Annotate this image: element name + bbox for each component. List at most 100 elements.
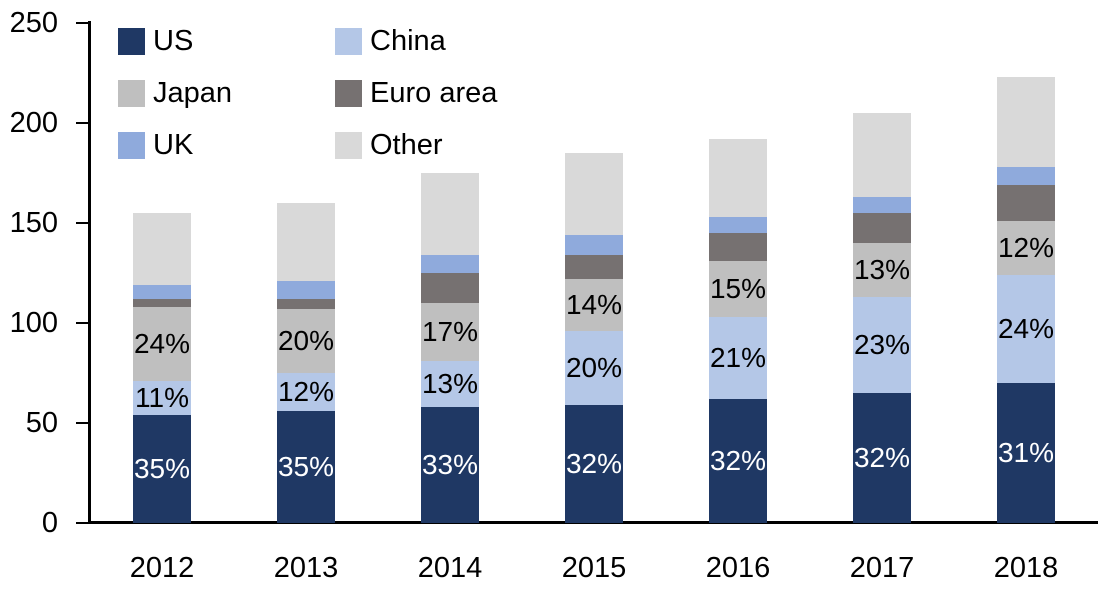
bar-segment-japan-2015 <box>565 279 623 331</box>
legend-label-china: China <box>370 25 446 57</box>
bar-segment-us-2014 <box>421 407 479 523</box>
bar-segment-other-2016 <box>709 139 767 217</box>
segment-label-china-2018: 24% <box>997 313 1055 344</box>
bar-segment-euro-area-2016 <box>709 233 767 261</box>
segment-label-us-2015: 32% <box>565 448 623 479</box>
x-axis-label-2017: 2017 <box>849 552 915 584</box>
bar-segment-other-2017 <box>853 113 911 197</box>
segment-label-japan-2013: 20% <box>277 325 335 356</box>
y-tick-mark <box>76 122 89 124</box>
bar-segment-uk-2012 <box>133 285 191 299</box>
legend-swatch-euro-area <box>335 79 362 107</box>
x-axis-label-2012: 2012 <box>129 552 195 584</box>
bar-segment-uk-2013 <box>277 281 335 299</box>
segment-label-us-2013: 35% <box>277 451 335 482</box>
y-tick-label: 0 <box>41 507 58 539</box>
segment-label-us-2014: 33% <box>421 449 479 480</box>
legend-item-uk: UK <box>118 128 193 162</box>
y-tick-label: 100 <box>9 307 58 339</box>
x-axis-label-2014: 2014 <box>417 552 483 584</box>
bar-segment-us-2016 <box>709 399 767 523</box>
bar-segment-uk-2018 <box>997 167 1055 185</box>
segment-label-china-2014: 13% <box>421 368 479 399</box>
y-tick-label: 250 <box>9 7 58 39</box>
bar-segment-china-2013 <box>277 373 335 411</box>
legend-swatch-other <box>335 131 362 159</box>
bar-segment-other-2013 <box>277 203 335 281</box>
bar-segment-other-2018 <box>997 77 1055 167</box>
bar-segment-other-2015 <box>565 153 623 235</box>
bar-segment-japan-2013 <box>277 309 335 373</box>
bar-segment-uk-2014 <box>421 255 479 273</box>
bar-segment-us-2013 <box>277 411 335 523</box>
legend-swatch-japan <box>118 79 145 107</box>
bar-segment-china-2018 <box>997 275 1055 383</box>
segment-label-japan-2016: 15% <box>709 273 767 304</box>
segment-label-us-2018: 31% <box>997 437 1055 468</box>
bar-segment-us-2018 <box>997 383 1055 523</box>
segment-label-china-2015: 20% <box>565 352 623 383</box>
legend-item-other: Other <box>335 128 443 162</box>
legend-label-uk: UK <box>153 129 194 161</box>
bar-segment-japan-2018 <box>997 221 1055 275</box>
bar-segment-japan-2012 <box>133 307 191 381</box>
y-tick-mark <box>76 322 89 324</box>
segment-label-us-2012: 35% <box>133 453 191 484</box>
bar-segment-uk-2016 <box>709 217 767 233</box>
bar-segment-china-2017 <box>853 297 911 393</box>
legend-swatch-us <box>118 27 145 55</box>
bar-segment-china-2012 <box>133 381 191 415</box>
bar-segment-other-2012 <box>133 213 191 285</box>
bar-segment-us-2015 <box>565 405 623 523</box>
bar-segment-uk-2015 <box>565 235 623 255</box>
y-tick-label: 150 <box>9 207 58 239</box>
bar-segment-euro-area-2018 <box>997 185 1055 221</box>
bar-segment-euro-area-2012 <box>133 299 191 307</box>
x-axis-label-2013: 2013 <box>273 552 339 584</box>
segment-label-japan-2015: 14% <box>565 289 623 320</box>
bar-segment-japan-2017 <box>853 243 911 297</box>
segment-label-china-2012: 11% <box>135 382 189 413</box>
bar-segment-china-2016 <box>709 317 767 399</box>
y-tick-label: 200 <box>9 107 58 139</box>
segment-label-china-2017: 23% <box>853 329 911 360</box>
legend-label-euro-area: Euro area <box>370 77 498 109</box>
segment-label-china-2016: 21% <box>709 342 767 373</box>
legend-item-china: China <box>335 24 446 58</box>
segment-label-japan-2012: 24% <box>133 328 191 359</box>
legend-label-other: Other <box>370 129 443 161</box>
y-tick-label: 50 <box>25 407 58 439</box>
y-axis-line <box>88 21 91 524</box>
x-axis-label-2015: 2015 <box>561 552 627 584</box>
segment-label-japan-2017: 13% <box>853 254 911 285</box>
legend-swatch-china <box>335 27 362 55</box>
bar-segment-uk-2017 <box>853 197 911 213</box>
bar-segment-euro-area-2017 <box>853 213 911 243</box>
bar-segment-euro-area-2015 <box>565 255 623 279</box>
bar-segment-china-2015 <box>565 331 623 405</box>
legend-item-us: US <box>118 24 193 58</box>
segment-label-us-2016: 32% <box>709 445 767 476</box>
segment-label-us-2017: 32% <box>853 442 911 473</box>
y-tick-mark <box>76 422 89 424</box>
bar-segment-japan-2014 <box>421 303 479 361</box>
legend-item-japan: Japan <box>118 76 232 110</box>
segment-label-china-2013: 12% <box>277 376 335 407</box>
legend-label-japan: Japan <box>153 77 233 109</box>
bar-segment-us-2012 <box>133 415 191 523</box>
bar-segment-china-2014 <box>421 361 479 407</box>
bar-segment-other-2014 <box>421 173 479 255</box>
x-axis-label-2016: 2016 <box>705 552 771 584</box>
segment-label-japan-2014: 17% <box>421 316 479 347</box>
legend-swatch-uk <box>118 131 145 159</box>
legend-item-euro-area: Euro area <box>335 76 497 110</box>
y-tick-mark <box>76 222 89 224</box>
bar-segment-us-2017 <box>853 393 911 523</box>
bar-segment-euro-area-2014 <box>421 273 479 303</box>
bar-segment-euro-area-2013 <box>277 299 335 309</box>
legend-label-us: US <box>153 25 194 57</box>
bar-segment-japan-2016 <box>709 261 767 317</box>
y-tick-mark <box>76 522 89 524</box>
segment-label-japan-2018: 12% <box>997 232 1055 263</box>
